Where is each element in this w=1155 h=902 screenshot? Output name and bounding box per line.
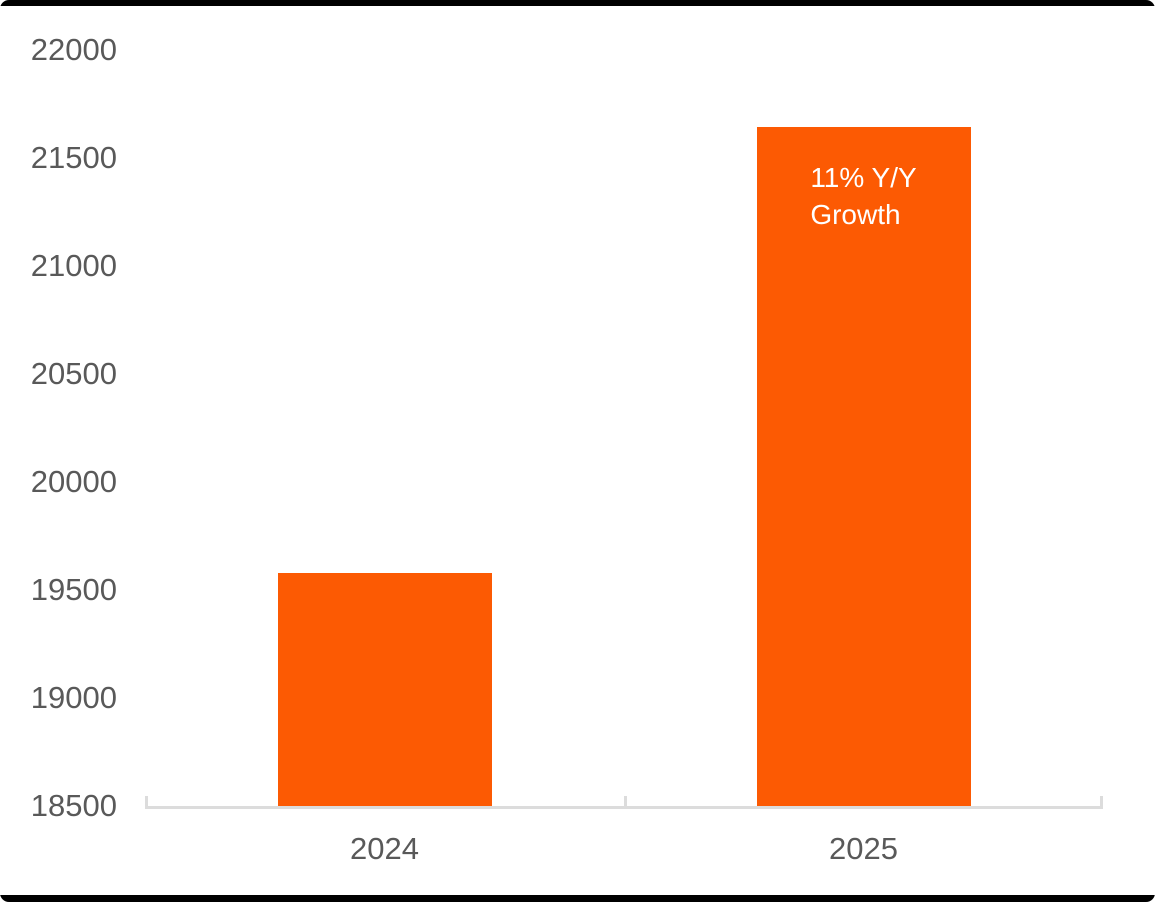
y-axis-tick-label: 18500: [30, 788, 117, 823]
x-axis-tick-mark: [624, 796, 627, 806]
screenshot-border-bottom: [0, 895, 1155, 902]
bar-2025: 11% Y/Y Growth: [756, 126, 971, 806]
bar-2024: [277, 572, 492, 806]
screenshot-border-top: [0, 0, 1155, 6]
bar-annotation-line: 11% Y/Y: [810, 161, 917, 193]
bar-annotation: 11% Y/Y Growth: [810, 159, 916, 233]
x-axis-tick-mark: [1100, 796, 1103, 806]
x-axis-tick-mark: [145, 796, 148, 806]
y-axis-tick-label: 19000: [30, 680, 117, 715]
y-axis-tick-label: 21500: [30, 140, 117, 175]
y-axis-tick-label: 20000: [30, 464, 117, 499]
x-axis-category-label: 2024: [350, 831, 419, 866]
y-axis-tick-label: 20500: [30, 356, 117, 391]
y-axis-tick-label: 22000: [30, 32, 117, 67]
x-axis-line: [145, 806, 1103, 809]
x-axis-category-label: 2025: [829, 831, 898, 866]
bar-annotation-line: Growth: [810, 198, 901, 230]
y-axis-tick-label: 19500: [30, 572, 117, 607]
y-axis-tick-label: 21000: [30, 248, 117, 283]
